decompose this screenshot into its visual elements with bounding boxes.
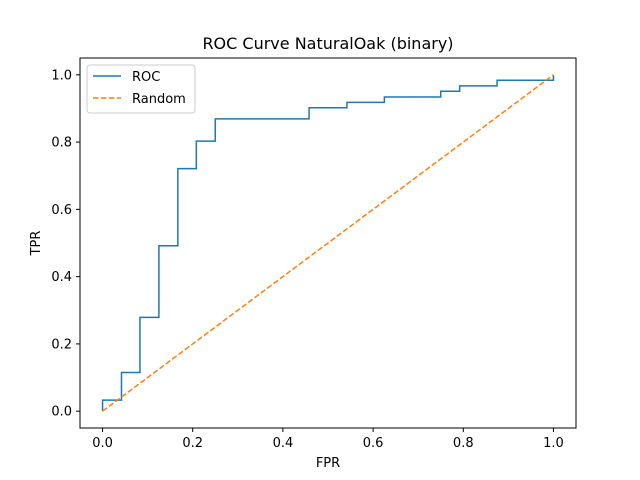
x-tick-label: 0.8 [453,436,474,451]
x-tick-label: 0.2 [182,436,203,451]
y-tick-label: 0.2 [51,337,72,352]
y-tick-label: 0.4 [51,270,72,285]
x-axis-label: FPR [316,456,340,471]
x-tick-label: 0.4 [273,436,294,451]
legend-label-roc: ROC [132,70,160,85]
y-axis-label: TPR [29,231,44,257]
x-axis-ticks: 0.0 0.2 0.4 0.6 0.8 1.0 [92,428,564,451]
x-tick-label: 0.6 [363,436,384,451]
plot-frame [79,57,577,429]
y-tick-label: 0.6 [51,203,72,218]
series-line-random [102,74,554,412]
y-tick-label: 0.8 [51,136,72,151]
x-tick-label: 0.0 [92,436,113,451]
y-tick-label: 1.0 [51,68,72,83]
y-axis-ticks: 0.0 0.2 0.4 0.6 0.8 1.0 [51,68,80,420]
plot-lines [101,74,555,412]
legend-box [86,64,196,114]
y-tick-label: 0.0 [51,405,72,420]
x-tick-label: 1.0 [543,436,564,451]
series-line-roc [101,74,555,412]
legend-label-random: Random [132,92,186,107]
chart-title: ROC Curve NaturalOak (binary) [202,34,453,53]
legend: ROC Random [86,64,196,114]
